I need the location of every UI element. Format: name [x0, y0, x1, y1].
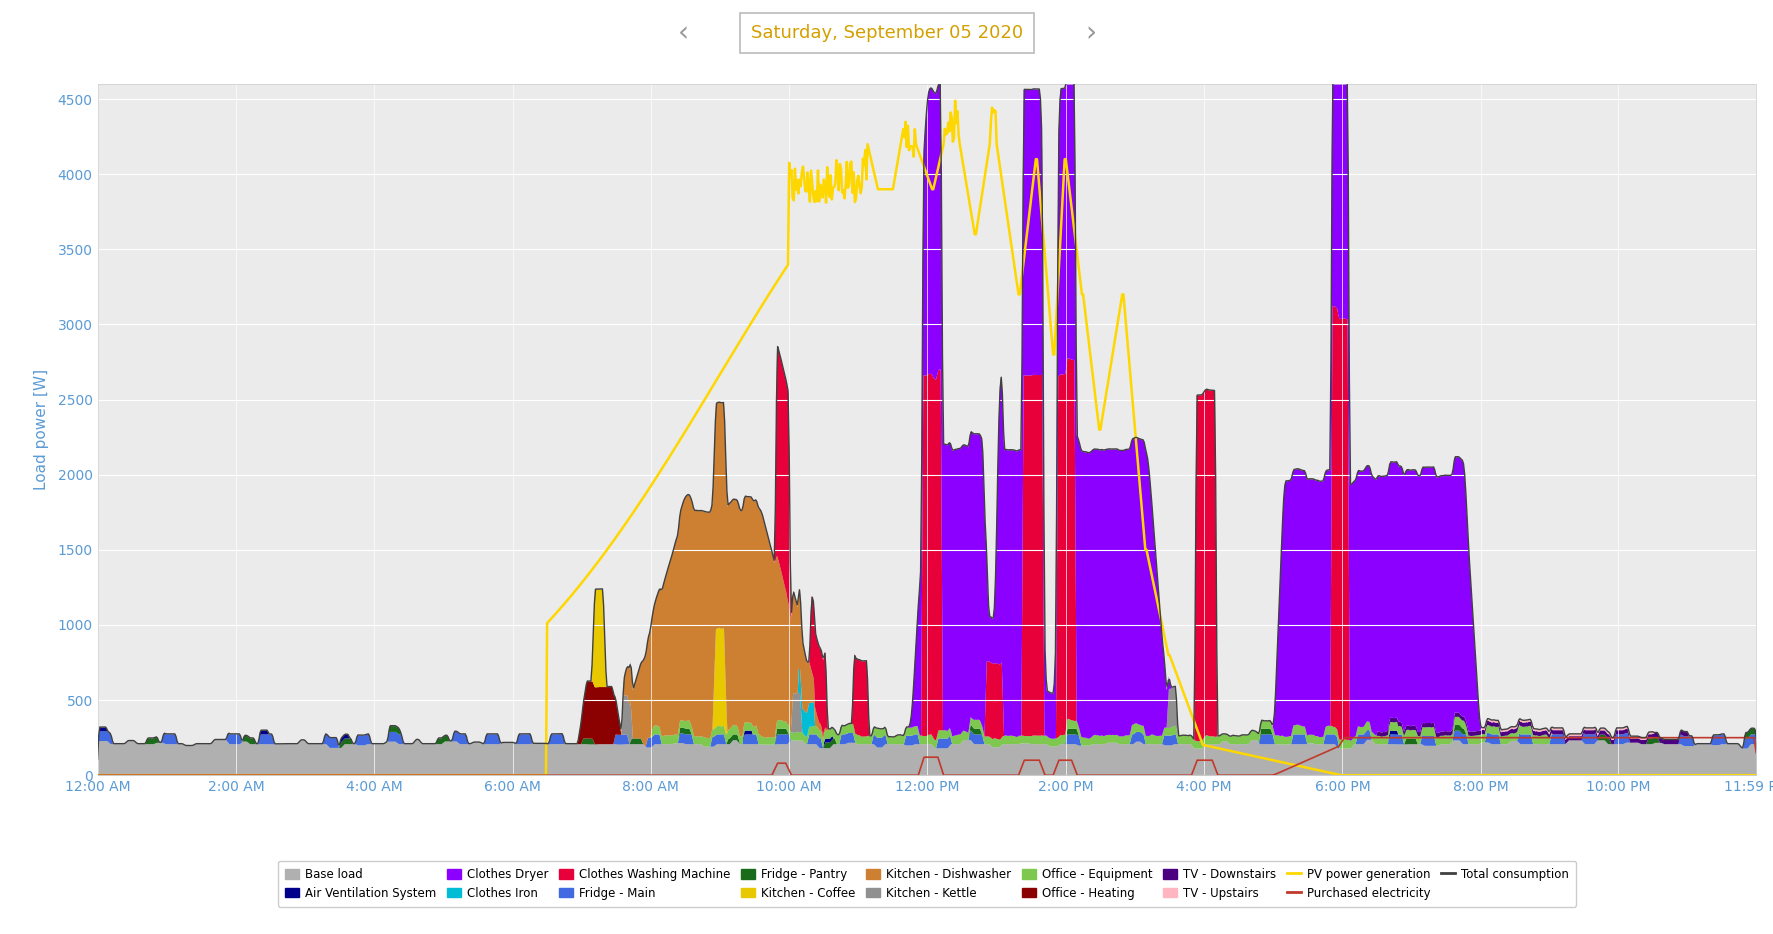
Text: Saturday, September 05 2020: Saturday, September 05 2020 — [750, 23, 1023, 42]
Y-axis label: Load power [W]: Load power [W] — [34, 369, 50, 490]
Legend: Base load, Air Ventilation System, Clothes Dryer, Clothes Iron, Clothes Washing : Base load, Air Ventilation System, Cloth… — [277, 860, 1576, 907]
Text: ›: › — [1085, 19, 1096, 47]
Text: ‹: ‹ — [677, 19, 688, 47]
